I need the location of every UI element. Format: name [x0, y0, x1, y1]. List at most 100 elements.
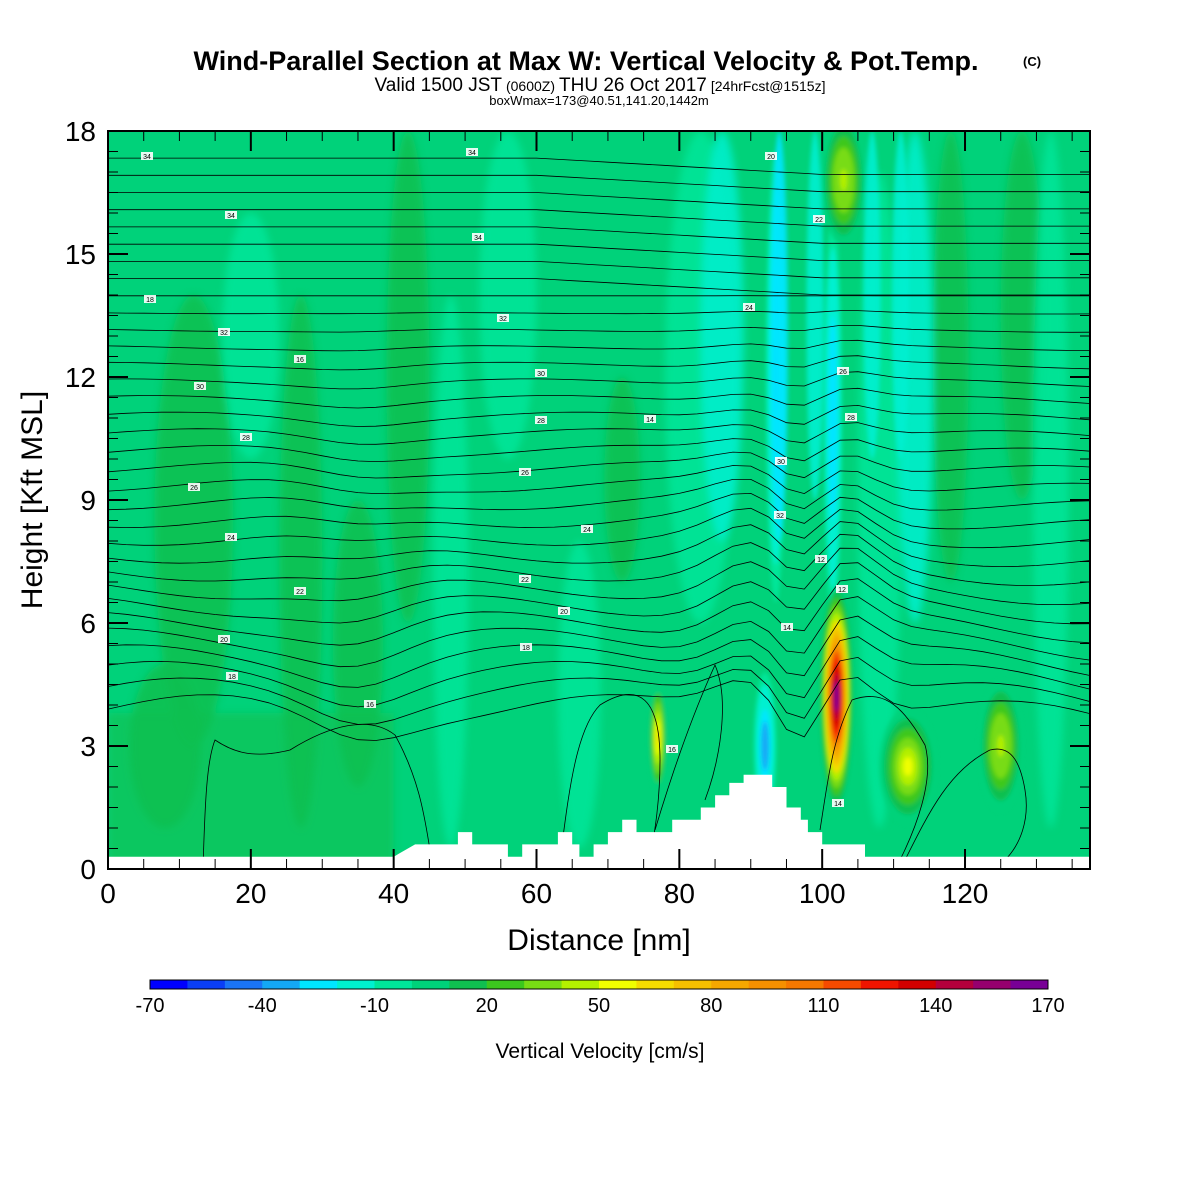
contour-label-bg: [781, 623, 793, 631]
colorbar-swatch: [299, 980, 338, 989]
theta-contour: [108, 578, 1090, 646]
colorbar-tick-label: 20: [476, 995, 498, 1017]
colorbar-swatch: [486, 980, 525, 989]
colorbar-swatch: [860, 980, 899, 989]
updraft-core: [903, 756, 913, 777]
x-axis-label: Distance [nm]: [507, 924, 690, 957]
contour-label: 32: [499, 316, 507, 323]
theta-contour: [108, 507, 1090, 549]
contour-label: 14: [783, 625, 791, 632]
contour-label: 16: [366, 702, 374, 709]
downdraft-core: [831, 383, 835, 453]
y-tick-label: 12: [65, 362, 96, 393]
contour-label-bg: [520, 643, 532, 651]
field-streak: [154, 295, 233, 746]
x-tick-label: 0: [100, 878, 116, 909]
theta-contour: [108, 677, 1090, 741]
updraft-core: [840, 169, 848, 192]
contour-label-bg: [775, 457, 787, 465]
colorbar-swatch: [411, 980, 450, 989]
theta-contour: [108, 371, 1090, 390]
contour-label: 24: [745, 305, 753, 312]
colorbar-swatch: [224, 980, 263, 989]
copyright-mark: (C): [1023, 54, 1041, 69]
colorbar-swatch: [673, 980, 712, 989]
colorbar-tick-label: 170: [1031, 995, 1064, 1017]
field-streak: [604, 377, 641, 582]
theta-contour: [108, 533, 1090, 586]
y-tick-label: 18: [65, 116, 96, 147]
colorbar-swatch: [748, 980, 787, 989]
colorbar-frame: [149, 979, 1049, 990]
contour-label-bg: [813, 215, 825, 223]
colorbar-tick-label: 50: [588, 995, 610, 1017]
colorbar-tick-label: 140: [919, 995, 952, 1017]
contour-label-bg: [225, 533, 237, 541]
contour-label: 20: [560, 609, 568, 616]
colorbar-title: Vertical Velocity [cm/s]: [496, 1040, 705, 1063]
theta-contour: [108, 615, 1090, 688]
contour-label-bg: [218, 328, 230, 336]
plot-area: 34 34 34 34 32 32 30 30 28 28 26 26 24 24 22 22 20 20 18 18…: [108, 131, 1090, 869]
colorbar-swatch: [935, 980, 974, 989]
box-info: boxWmax=173@40.51,141.20,1442m: [489, 93, 709, 108]
contour-label: 16: [668, 747, 676, 754]
theta-contour: [108, 404, 1090, 427]
colorbar-swatch: [187, 980, 226, 989]
contour-label-bg: [837, 367, 849, 375]
downdraft-core: [763, 733, 767, 759]
contour-label-bg: [558, 607, 570, 615]
contour-label-bg: [466, 148, 478, 156]
colorbar: -70 -40 -10 20 50 80 110 140 170: [136, 979, 1065, 1017]
contour-label-bg: [497, 314, 509, 322]
contour-label-bg: [765, 152, 777, 160]
theta-contour: [108, 310, 1090, 315]
contour-label: 18: [522, 645, 530, 652]
theta-contour: [108, 355, 1090, 371]
field-streak: [432, 295, 469, 849]
contour-label: 30: [777, 459, 785, 466]
contour-label: 18: [228, 674, 236, 681]
contour-label-bg: [774, 511, 786, 519]
contour-label: 16: [296, 357, 304, 364]
colorbar-swatch: [711, 980, 750, 989]
x-tick-label: 120: [942, 878, 989, 909]
theta-contour: [108, 157, 1090, 175]
theta-contour: [108, 209, 1090, 227]
contour-label-bg: [519, 575, 531, 583]
y-tick-label: 9: [80, 485, 96, 516]
colorbar-swatch: [1010, 980, 1049, 989]
contour-label-bg: [535, 369, 547, 377]
contour-label-bg: [225, 211, 237, 219]
theta-contour: [108, 465, 1090, 495]
x-tick-label: 100: [799, 878, 846, 909]
y-axis-label: Height [Kft MSL]: [16, 391, 49, 609]
contour-label: 34: [468, 150, 476, 157]
contour-label-bg: [194, 382, 206, 390]
contour-label: 30: [196, 384, 204, 391]
contour-label-bg: [743, 303, 755, 311]
contour-label: 26: [190, 485, 198, 492]
colorbar-tick-label: -10: [360, 995, 389, 1017]
theta-contour: [108, 339, 1090, 352]
contour-label-bg: [815, 555, 827, 563]
axes: 0 20 40 60 80 100 120 0 3 6 9 12 15 18: [65, 116, 1090, 909]
theta-contour: [108, 278, 1090, 296]
contour-label-bg: [141, 152, 153, 160]
x-tick-label: 20: [235, 878, 266, 909]
contour-label: 12: [817, 557, 825, 564]
theta-contour: [108, 260, 1090, 279]
y-tick-label: 3: [80, 731, 96, 762]
theta-contour: [108, 547, 1090, 606]
colorbar-swatch: [823, 980, 862, 989]
theta-contour: [108, 636, 1090, 708]
contour-label: 26: [521, 470, 529, 477]
theta-contour: [819, 696, 929, 861]
theta-contour: [108, 562, 1090, 625]
contour-label-bg: [832, 799, 844, 807]
contour-label-bg: [845, 413, 857, 421]
colorbar-tick-label: 110: [808, 995, 840, 1017]
contour-label-bg: [144, 295, 156, 303]
colorbar-swatch: [561, 980, 600, 989]
